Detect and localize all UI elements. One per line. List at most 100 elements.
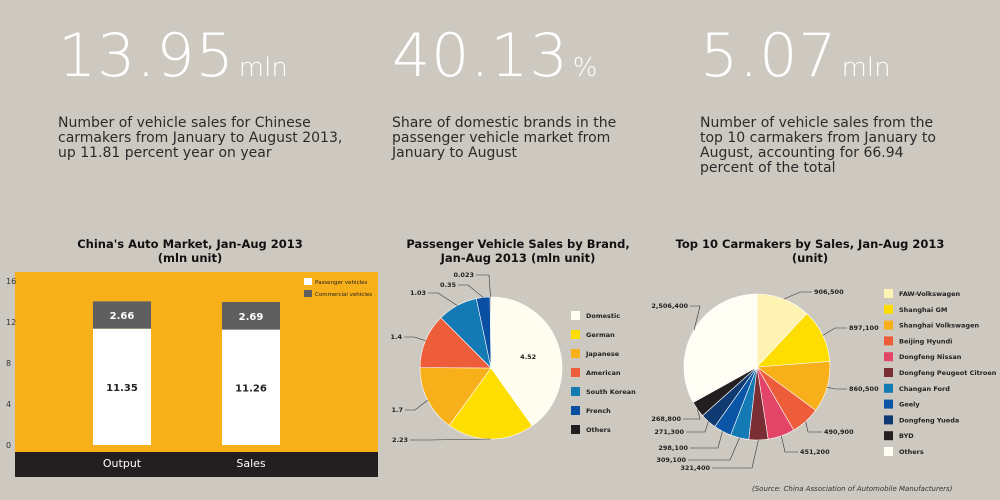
legend-label: French [586, 407, 611, 415]
y-tick-label: 8 [6, 359, 11, 368]
pie-value-label: 897,100 [849, 324, 879, 332]
legend-swatch [571, 406, 580, 415]
stat-description: Share of domestic brands in the passenge… [392, 115, 617, 161]
legend-label: German [586, 331, 615, 339]
y-tick-label: 4 [6, 400, 11, 409]
legend-swatch [571, 387, 580, 396]
y-tick-label: 12 [6, 318, 16, 327]
legend-swatch [884, 447, 893, 456]
legend-swatch [884, 289, 893, 298]
brand-pie-title: Passenger Vehicle Sales by Brand, Jan-Aug… [406, 237, 630, 265]
pie-leader-line [405, 399, 428, 411]
source-note: (Source: China Association of Automobile… [752, 485, 953, 493]
legend-swatch [304, 278, 312, 285]
pie-leader-line [686, 421, 709, 433]
pie-value-label: 1.4 [390, 333, 402, 341]
bar-value-label: 2.69 [239, 312, 264, 323]
bar-value-label: 2.66 [110, 311, 135, 322]
pie-value-label: 451,200 [800, 448, 830, 456]
pie-value-label: 0.023 [453, 271, 474, 279]
legend-label: Changan Ford [899, 385, 950, 393]
bar-segment [93, 328, 151, 445]
bar-value-label: 11.26 [235, 383, 267, 394]
pie-value-label: 271,300 [654, 428, 684, 436]
legend-swatch [884, 431, 893, 441]
legend-label: Beijing Hyundi [899, 337, 952, 345]
bar-segment [222, 302, 280, 330]
legend-swatch [884, 383, 893, 393]
pie-leader-line [688, 437, 740, 461]
pie-leader-line [690, 431, 723, 449]
legend-label: Japanese [585, 350, 620, 358]
x-category-label: Output [103, 457, 142, 470]
legend-label: BYD [899, 432, 914, 440]
bar-chart-title: China's Auto Market, Jan-Aug 2013 (mln un… [77, 237, 303, 265]
legend-label: Others [586, 426, 611, 434]
pie-value-label: 268,800 [651, 415, 681, 423]
legend-label: Others [899, 448, 924, 456]
pie-slice [489, 296, 492, 369]
legend-label: Dongfeng Nissan [899, 353, 962, 361]
legend-swatch [884, 336, 893, 346]
pie-leader-line [428, 292, 458, 306]
pie-leader-line [805, 421, 822, 433]
legend-swatch [571, 311, 580, 320]
legend-label: Commercial vehicles [315, 292, 372, 298]
pie-value-label: 1.7 [391, 406, 403, 414]
legend-swatch [884, 352, 893, 362]
stat-domestic-share: 40.13% Share of domestic brands in the p… [392, 24, 642, 161]
pie-leader-line [690, 305, 701, 331]
legend-label: Domestic [586, 312, 620, 320]
legend-swatch [304, 290, 312, 297]
bar-plot-background [15, 272, 378, 452]
pie-value-label: 2,506,400 [651, 302, 688, 310]
legend-label: Passenger vehicles [315, 280, 368, 286]
legend-swatch [884, 368, 893, 377]
pie-leader-line [827, 386, 847, 390]
pie-value-label: 490,900 [824, 428, 854, 436]
pie-value-label: 0.35 [440, 281, 457, 289]
pie-leader-line [822, 327, 847, 336]
legend-label: Shanghai GM [899, 306, 947, 314]
legend-swatch [884, 304, 893, 314]
pie-leader-line [783, 291, 812, 300]
pie-value-label: 1.03 [410, 289, 426, 297]
pie-leader-line [458, 284, 484, 298]
pie-value-label: 309,100 [656, 456, 686, 464]
bar-segment [222, 329, 280, 445]
pie-slice [448, 367, 533, 440]
y-tick-label: 0 [6, 441, 11, 450]
bar-axis-band [15, 452, 378, 477]
legend-swatch [884, 399, 893, 409]
stat-number: 13.95 mln [58, 21, 288, 91]
pie-leader-line [404, 336, 426, 341]
pie-leader-line [683, 409, 701, 420]
pie-value-label: 298,100 [658, 444, 688, 452]
stat-description: Number of vehicle sales from the top 10 … [700, 115, 936, 176]
carmakers-pie-title: Top 10 Carmakers by Sales, Jan-Aug 2013(… [675, 237, 945, 265]
legend-swatch [571, 349, 580, 358]
pie-leader-line [476, 274, 491, 298]
legend-swatch [571, 330, 580, 339]
legend-swatch [571, 425, 580, 434]
x-category-label: Sales [236, 457, 266, 470]
legend-label: South Korean [586, 388, 636, 396]
legend-label: American [586, 369, 621, 377]
legend-swatch [571, 368, 580, 377]
stat-number: 40.13% [392, 21, 598, 91]
pie-value-label: 860,500 [849, 385, 879, 393]
pie-leader-line [712, 439, 759, 469]
y-tick-label: 16 [6, 277, 16, 286]
pie-slice [490, 296, 563, 427]
legend-label: Shanghai Volkswagen [899, 322, 979, 330]
stat-total-sales: 13.95 mln Number of vehicle sales for Chi… [58, 24, 348, 161]
legend-label: Dongfeng Yueda [899, 416, 959, 424]
pie-value-label: 2.23 [392, 436, 408, 444]
stat-number: 5.07 mln [700, 21, 891, 91]
stat-top10-sales: 5.07 mln Number of vehicle sales from the… [700, 24, 960, 176]
pie-leader-line [781, 435, 798, 453]
legend-swatch [884, 320, 893, 330]
pie-value-label: 4.52 [520, 353, 536, 361]
legend-label: Dongfeng Peugeot Citroen [899, 369, 997, 377]
